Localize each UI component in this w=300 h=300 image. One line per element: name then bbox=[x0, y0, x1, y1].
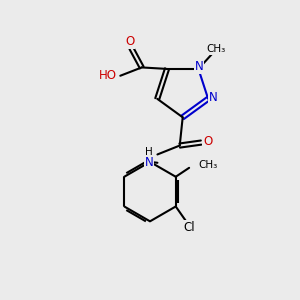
Text: HO: HO bbox=[99, 69, 117, 82]
Text: N: N bbox=[145, 156, 154, 169]
Text: O: O bbox=[203, 135, 212, 148]
Text: O: O bbox=[125, 35, 134, 48]
Text: H: H bbox=[145, 147, 153, 157]
Text: Cl: Cl bbox=[183, 221, 195, 234]
Text: CH₃: CH₃ bbox=[199, 160, 218, 170]
Text: CH₃: CH₃ bbox=[206, 44, 225, 54]
Text: N: N bbox=[195, 60, 203, 73]
Text: N: N bbox=[209, 91, 218, 104]
